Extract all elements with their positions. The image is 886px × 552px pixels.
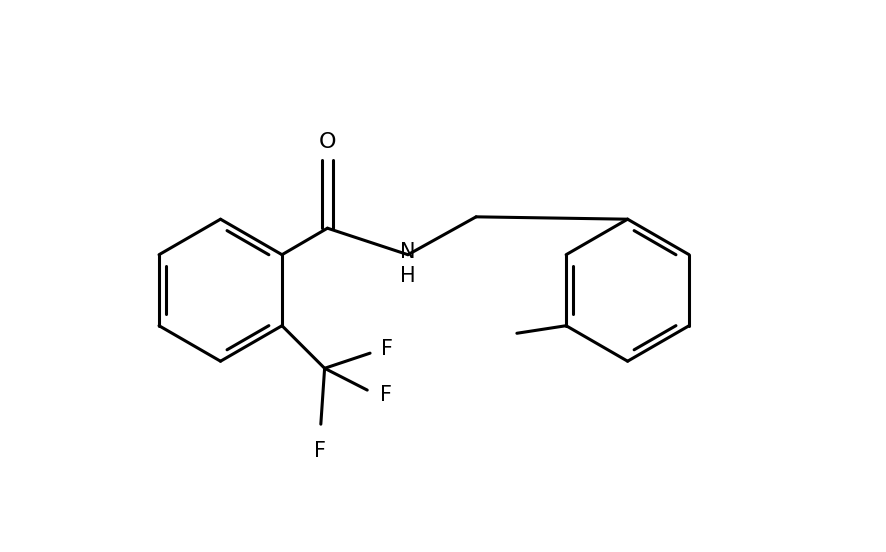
Text: F: F <box>379 385 392 405</box>
Text: O: O <box>319 131 336 151</box>
Text: F: F <box>381 339 393 359</box>
Text: H: H <box>400 266 416 285</box>
Text: N: N <box>400 242 416 262</box>
Text: F: F <box>314 441 326 461</box>
